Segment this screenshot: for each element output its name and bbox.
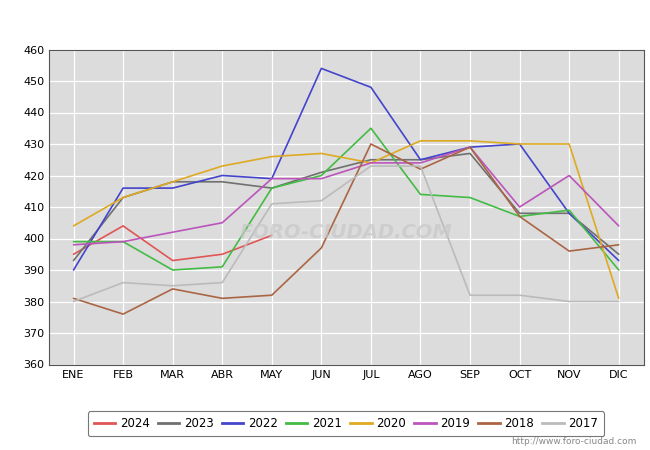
Legend: 2024, 2023, 2022, 2021, 2020, 2019, 2018, 2017: 2024, 2023, 2022, 2021, 2020, 2019, 2018…: [88, 411, 604, 436]
Text: FORO-CIUDAD.COM: FORO-CIUDAD.COM: [240, 223, 452, 242]
Text: Afiliados en Casatejada a 31/5/2024: Afiliados en Casatejada a 31/5/2024: [157, 9, 493, 27]
Text: http://www.foro-ciudad.com: http://www.foro-ciudad.com: [512, 436, 637, 446]
